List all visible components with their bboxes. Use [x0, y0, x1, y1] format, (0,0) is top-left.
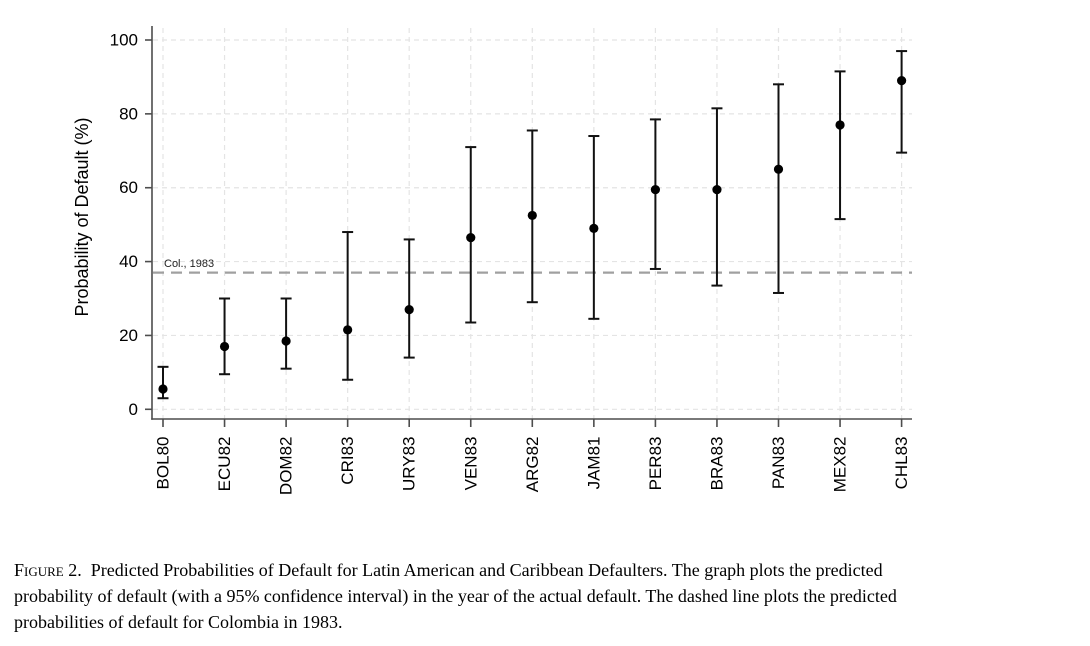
x-tick-label: CRI83	[338, 437, 357, 485]
y-tick-label: 0	[129, 400, 138, 419]
point-marker	[281, 336, 291, 346]
point-marker	[343, 325, 353, 335]
caption-line-1-text: Predicted Probabilities of Default for L…	[90, 560, 883, 580]
x-tick-label: CHL83	[892, 437, 911, 490]
x-tick-label: ARG82	[523, 437, 542, 493]
point-marker	[650, 184, 661, 195]
y-tick-label: 20	[119, 326, 138, 345]
default-probability-chart: 0 20 40 60 80 100 BOL80 ECU82 DOM82 CRI83 URY83 VEN…	[72, 26, 912, 495]
point-marker	[219, 341, 230, 352]
x-tick-label: BOL80	[154, 437, 173, 490]
caption-line-1: Figure 2. Predicted Probabilities of Defa…	[14, 557, 1080, 583]
x-tick-label: URY83	[400, 437, 419, 492]
x-tick-label: JAM81	[584, 437, 603, 490]
x-tick-label: PAN83	[769, 437, 788, 490]
x-tick-label: BRA83	[707, 437, 726, 491]
figure-caption: Figure 2. Predicted Probabilities of Defa…	[14, 557, 1080, 635]
point-marker	[404, 304, 414, 315]
point-marker	[527, 210, 537, 221]
x-tick-label: MEX82	[831, 437, 850, 493]
point-marker	[466, 232, 476, 243]
figure-number-label: Figure 2.	[14, 560, 82, 580]
point-marker	[589, 223, 599, 233]
point-marker	[158, 384, 168, 394]
data-points-layer	[157, 50, 908, 400]
y-axis-title: Probability of Default (%)	[72, 117, 92, 316]
x-tick-label: VEN83	[461, 437, 480, 491]
caption-line-3: probabilities of default for Colombia in…	[14, 612, 343, 632]
caption-line-2: probability of default (with a 95% confi…	[14, 586, 897, 606]
y-tick-label: 40	[119, 252, 138, 271]
x-tick-label: DOM82	[277, 437, 296, 496]
y-tick-label: 100	[110, 31, 138, 50]
point-marker	[835, 120, 845, 130]
y-tick-label: 80	[119, 104, 138, 123]
colombia-reference-label: Col., 1983	[164, 258, 214, 270]
y-tick-label: 60	[119, 178, 138, 197]
x-tick-label: ECU82	[215, 437, 234, 492]
point-marker	[897, 76, 907, 86]
x-tick-label: PER83	[646, 437, 665, 491]
axes-layer: 0 20 40 60 80 100 BOL80 ECU82 DOM82 CRI83 URY83 VEN…	[110, 26, 912, 495]
point-marker	[773, 164, 784, 174]
point-marker	[712, 184, 722, 195]
